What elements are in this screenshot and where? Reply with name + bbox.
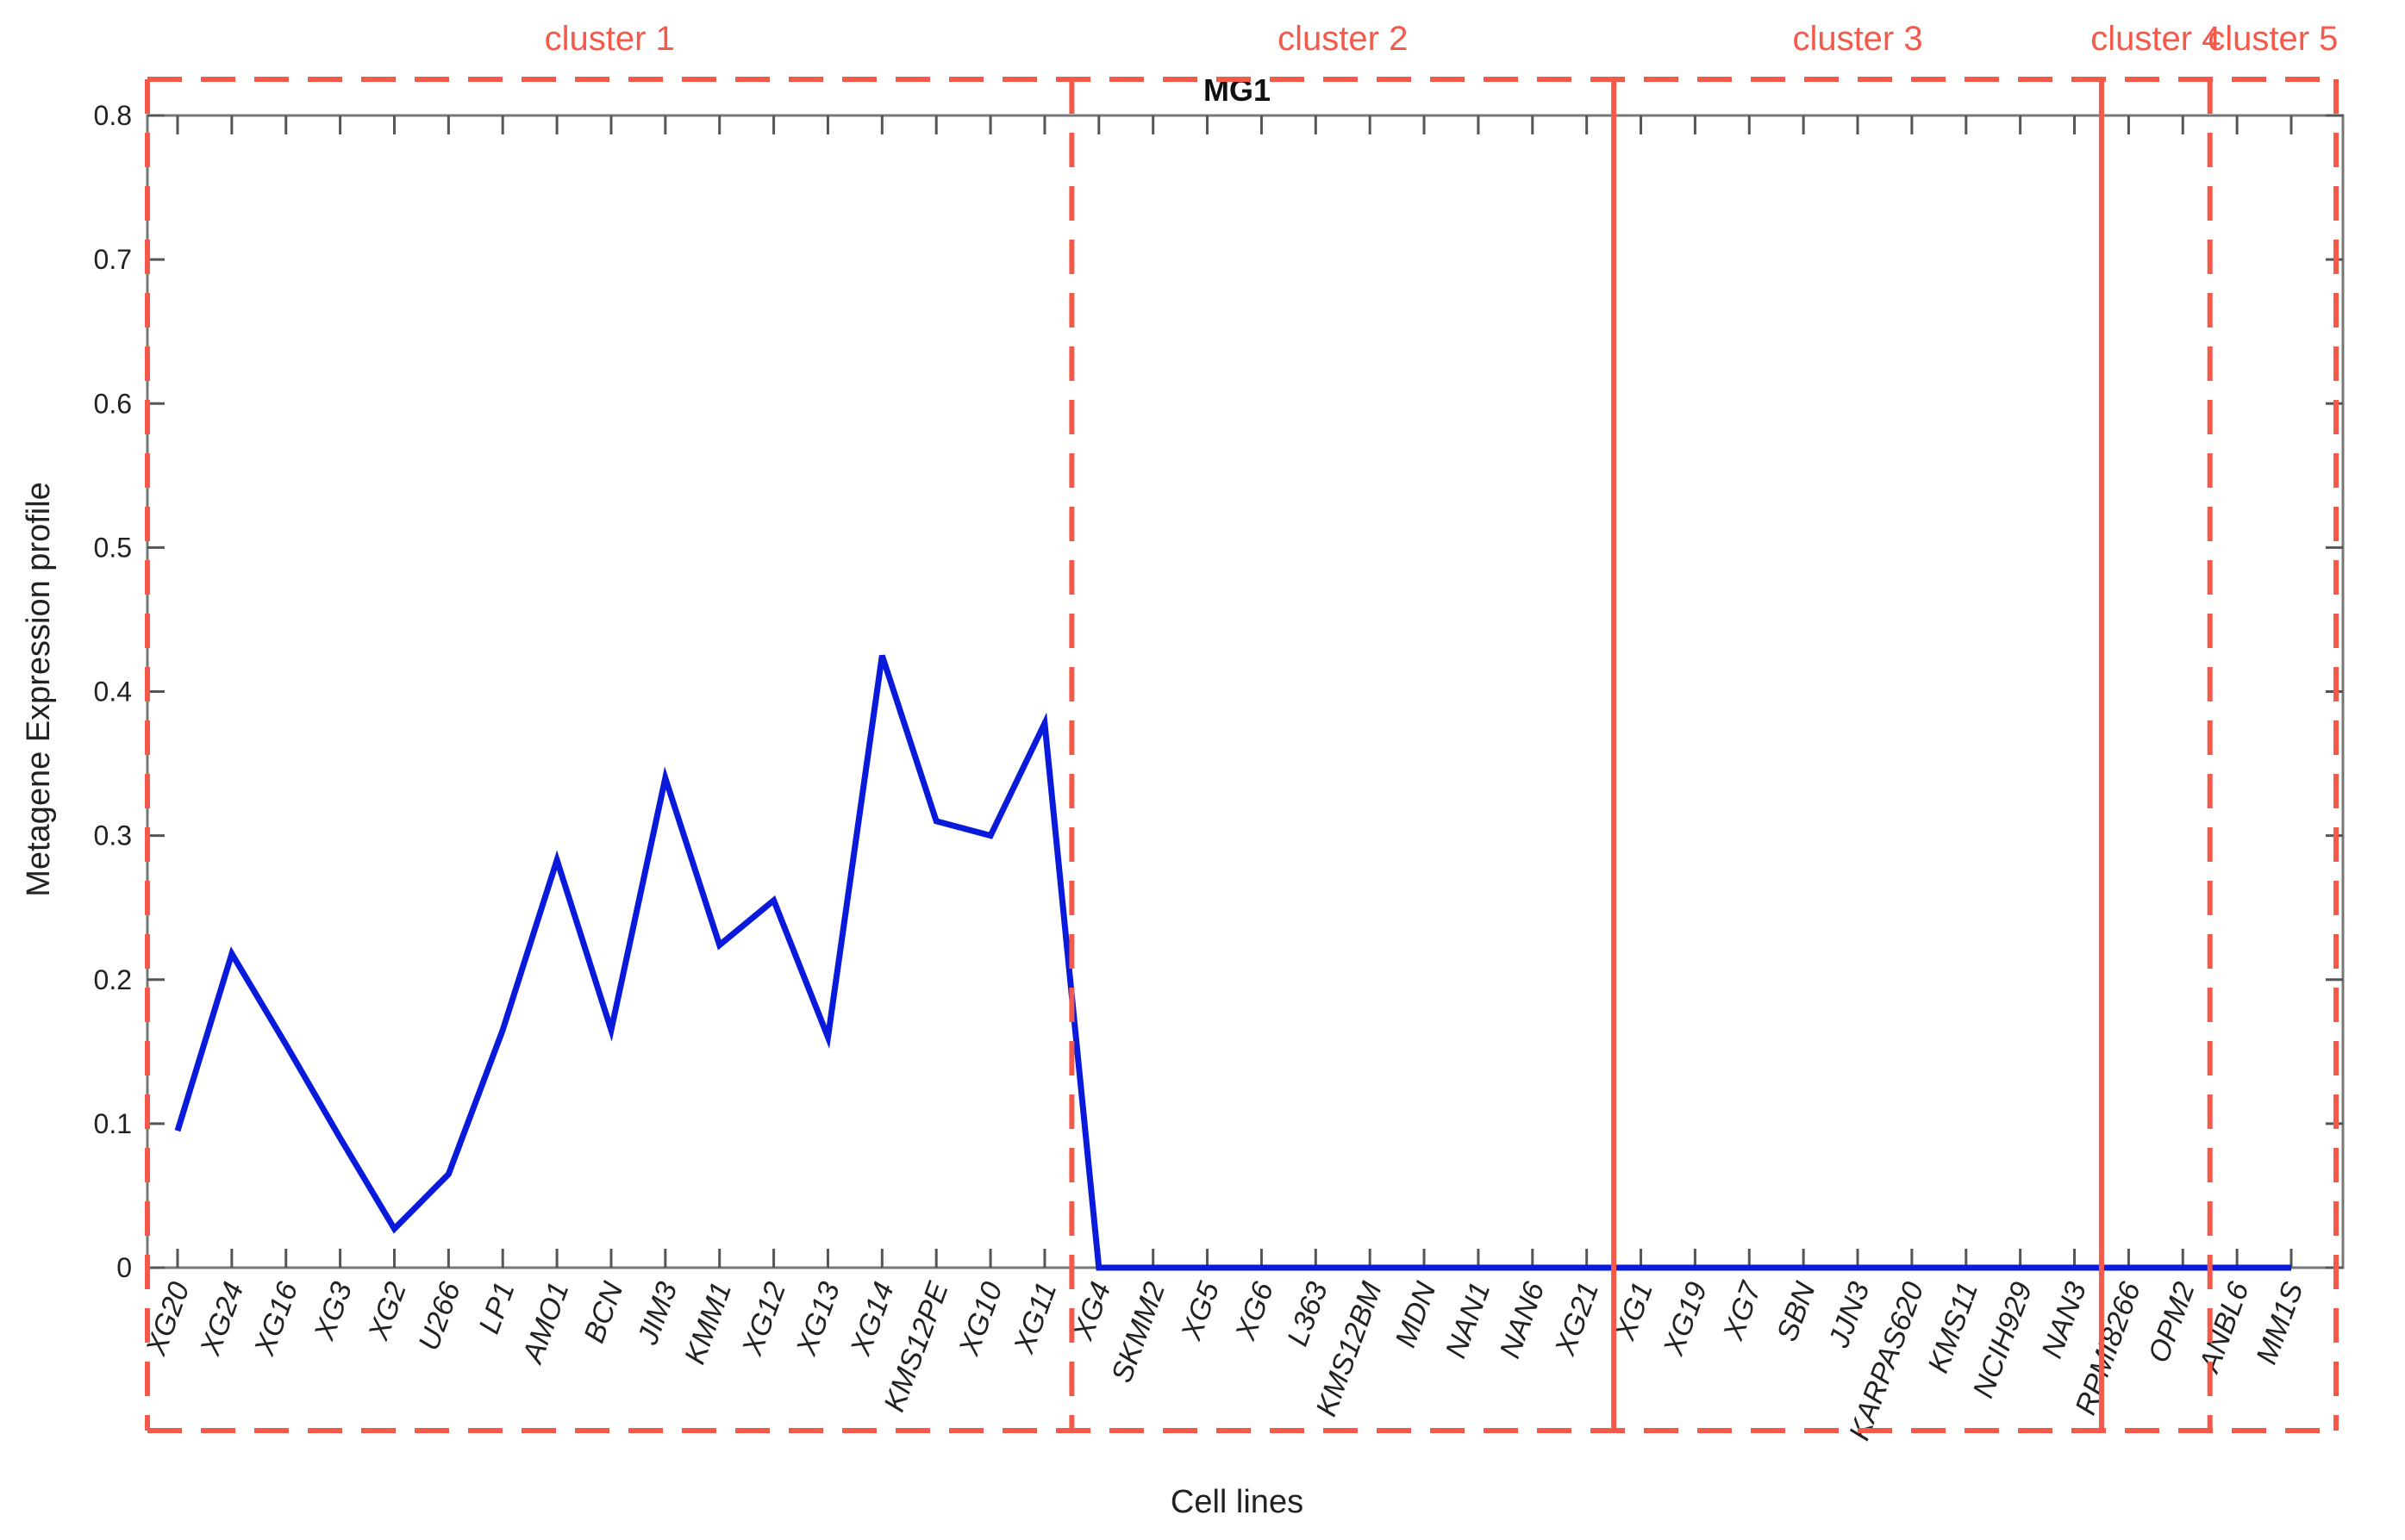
x-tick-label: ANBL6 xyxy=(2192,1278,2255,1378)
series-line-0 xyxy=(174,654,2291,1271)
y-tick-label: 0.1 xyxy=(94,1108,132,1139)
y-tick-label: 0.3 xyxy=(94,820,132,851)
x-tick-label: AMO1 xyxy=(515,1278,575,1369)
x-tick-label: XG12 xyxy=(735,1278,792,1361)
x-tick-label: XG11 xyxy=(1008,1278,1064,1358)
x-tick-label: XG3 xyxy=(308,1278,359,1345)
x-tick-label: XG7 xyxy=(1716,1277,1768,1345)
y-tick-label: 0.8 xyxy=(94,100,132,131)
x-tick-label: NAN1 xyxy=(1440,1278,1497,1362)
x-tick-label: JIM3 xyxy=(631,1278,684,1350)
series-layer xyxy=(174,654,2291,1271)
x-tick-label: XG21 xyxy=(1548,1278,1605,1361)
y-tick-label: 0 xyxy=(116,1252,132,1283)
x-tick-label: KMM1 xyxy=(678,1278,738,1369)
x-tick-label: XG19 xyxy=(1657,1278,1714,1361)
x-tick-label: KMS11 xyxy=(1921,1278,1984,1377)
cluster-label-1: cluster 1 xyxy=(545,20,675,58)
x-tick-label: XG2 xyxy=(362,1278,413,1345)
x-tick-label: L363 xyxy=(1281,1278,1334,1350)
x-tick-label: XG24 xyxy=(194,1278,251,1361)
x-tick-label: MM1S xyxy=(2250,1277,2309,1369)
y-axis-title: Metagene Expression profile xyxy=(21,482,57,897)
x-tick-label: XG6 xyxy=(1229,1278,1280,1345)
y-tick-label: 0.2 xyxy=(94,964,132,995)
y-axis: 0 0.1 0.2 0.3 0.4 0.5 0.6 0.7 0.8 xyxy=(94,100,2343,1283)
x-tick-label: XG10 xyxy=(953,1278,1009,1361)
x-tick-label: OPM2 xyxy=(2142,1278,2202,1368)
x-tick-label: BCN xyxy=(578,1277,629,1347)
x-tick-label: SBN xyxy=(1771,1277,1822,1345)
y-tick-label: 0.6 xyxy=(94,388,132,419)
x-tick-label: XG16 xyxy=(247,1278,304,1361)
x-axis-title: Cell lines xyxy=(1171,1484,1303,1520)
x-tick-label: MDN xyxy=(1389,1277,1442,1351)
y-tick-label: 0.4 xyxy=(94,676,132,708)
x-tick-label: XG14 xyxy=(844,1278,901,1361)
x-tick-label: NAN6 xyxy=(1494,1278,1552,1362)
y-tick-label: 0.7 xyxy=(94,244,132,275)
x-tick-label: JJN3 xyxy=(1822,1278,1877,1353)
cluster-label-3: cluster 3 xyxy=(1792,20,1922,58)
cluster-label-5: cluster 5 xyxy=(2208,20,2338,58)
cluster-layer: cluster 1 cluster 2 cluster 3 cluster 4clus… xyxy=(145,20,2339,1433)
x-tick-label: XG13 xyxy=(790,1278,846,1361)
x-tick-label: XG5 xyxy=(1175,1278,1226,1345)
x-tick-label: LP1 xyxy=(472,1278,521,1338)
x-tick-label: U266 xyxy=(412,1278,467,1355)
cluster-label-4: cluster 4 xyxy=(2090,20,2221,58)
cluster-label-2: cluster 2 xyxy=(1277,20,1408,58)
y-tick-label: 0.5 xyxy=(94,532,132,563)
x-tick-label: NAN3 xyxy=(2035,1278,2093,1362)
